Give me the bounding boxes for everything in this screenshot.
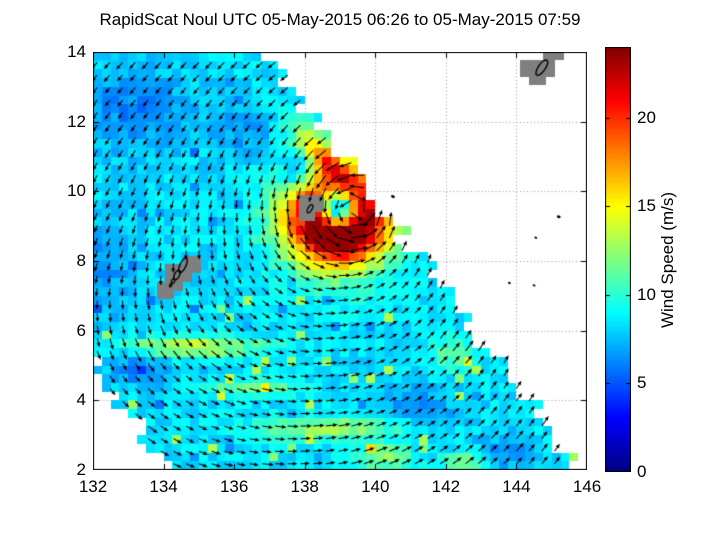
y-tick-label: 4 [76,390,86,410]
colorbar-tick-label: 20 [637,107,656,127]
x-tick-label: 134 [149,477,178,496]
colorbar-tick-label: 15 [637,196,656,216]
x-tick-label: 132 [78,477,108,496]
colorbar-axis-label: Wind Speed (m/s) [658,191,677,329]
colorbar-tick-label: 5 [637,373,647,393]
wind-map-canvas [93,52,587,470]
x-tick-label: 142 [431,477,461,496]
colorbar-tick-label: 0 [637,462,647,481]
x-tick-label: 146 [572,477,602,496]
colorbar-canvas [605,47,631,472]
y-tick-label: 12 [67,111,86,131]
y-tick-label: 10 [67,181,86,201]
x-tick-label: 144 [502,477,531,496]
x-tick-label: 136 [219,477,249,496]
y-tick-label: 6 [76,320,86,340]
y-tick-label: 8 [76,251,86,270]
x-tick-label: 138 [290,477,319,496]
y-tick-label: 2 [76,460,86,479]
chart-title: RapidScat Noul UTC 05-May-2015 06:26 to … [99,10,581,29]
colorbar-tick-label: 10 [637,284,656,304]
x-tick-label: 140 [361,477,390,496]
y-tick-label: 14 [67,42,86,61]
